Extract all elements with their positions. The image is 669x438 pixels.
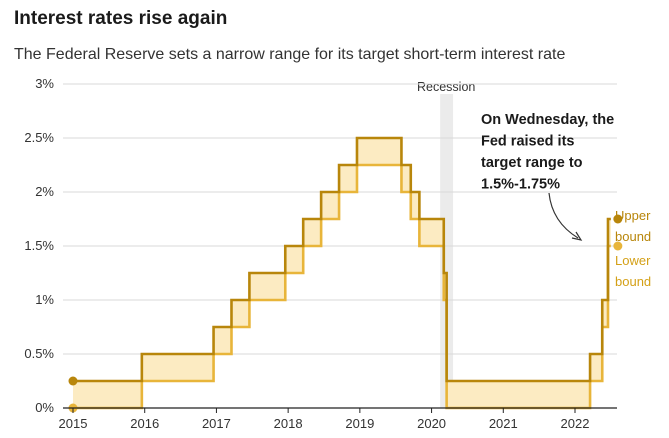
x-tick-label: 2016 bbox=[130, 416, 159, 431]
y-tick-label: 2% bbox=[35, 184, 54, 199]
x-tick-label: 2022 bbox=[561, 416, 590, 431]
annotation-arrow bbox=[548, 192, 579, 239]
lower-bound-line bbox=[73, 163, 611, 410]
annotation-arrowhead bbox=[571, 231, 583, 241]
lower-end-point bbox=[613, 241, 623, 251]
legend-lower-label: bound bbox=[615, 274, 651, 289]
x-tick-label: 2019 bbox=[345, 416, 374, 431]
x-tick-label: 2015 bbox=[59, 416, 88, 431]
x-tick-label: 2020 bbox=[417, 416, 446, 431]
x-tick-label: 2017 bbox=[202, 416, 231, 431]
y-tick-label: 3% bbox=[35, 76, 54, 91]
y-tick-label: 0% bbox=[35, 400, 54, 415]
y-tick-label: 1.5% bbox=[24, 238, 54, 253]
annotation-line: On Wednesday, the bbox=[481, 112, 614, 128]
chart-title: Interest rates rise again bbox=[14, 8, 228, 29]
recession-band bbox=[440, 94, 454, 408]
annotation-line: 1.5%-1.75% bbox=[481, 177, 560, 193]
x-tick-label: 2018 bbox=[274, 416, 303, 431]
x-tick-label: 2021 bbox=[489, 416, 518, 431]
upper-end-point bbox=[613, 214, 623, 224]
legend-upper-label: Upper bbox=[615, 208, 651, 223]
recession-label: Recession bbox=[417, 80, 475, 94]
upper-start-point bbox=[68, 376, 78, 386]
y-tick-label: 0.5% bbox=[24, 346, 54, 361]
upper-bound-line bbox=[73, 136, 611, 383]
legend-lower-label: Lower bbox=[615, 253, 651, 268]
y-tick-label: 2.5% bbox=[24, 130, 54, 145]
legend-upper-label: bound bbox=[615, 229, 651, 244]
annotation-line: Fed raised its bbox=[481, 134, 574, 150]
chart-subtitle: The Federal Reserve sets a narrow range … bbox=[14, 46, 566, 63]
annotation-line: target range to bbox=[481, 155, 583, 171]
y-tick-label: 1% bbox=[35, 292, 54, 307]
